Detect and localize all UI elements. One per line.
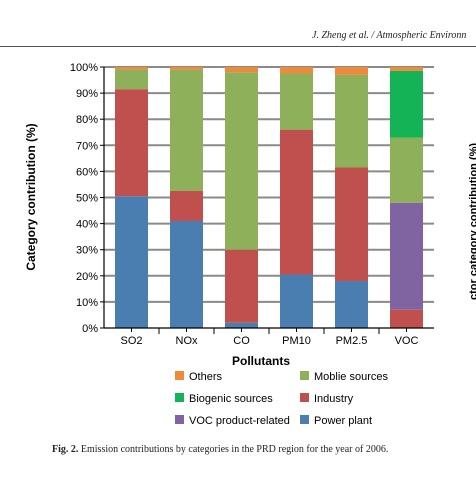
bar-segment	[170, 220, 203, 328]
bar-segment	[390, 137, 423, 203]
bar-segment	[280, 274, 313, 328]
figure-caption: Fig. 2. Emission contributions by catego…	[52, 444, 472, 455]
bar-segment	[225, 249, 258, 323]
bar-segment	[115, 69, 148, 90]
bar-stacks	[115, 67, 423, 328]
bar-segment	[115, 89, 148, 197]
legend-swatch	[175, 415, 184, 424]
x-tick-label: PM10	[282, 335, 311, 347]
bar-segment	[225, 322, 258, 328]
bar-segment	[280, 67, 313, 74]
y-tick-labels: 0% 10% 20% 30% 40% 50% 60% 70% 80% 90% 100%	[70, 62, 98, 335]
bar-segment	[170, 190, 203, 221]
y-axis-title: Category contribution (%)	[24, 123, 38, 270]
caption-text: Emission contributions by categories in …	[80, 444, 389, 455]
x-tick-label: NOx	[176, 335, 199, 347]
legend: Others Moblie sources Biogenic sources Indu…	[175, 371, 388, 427]
legend-label: Others	[189, 371, 223, 383]
bar-segment	[280, 73, 313, 130]
x-axis-title: Pollutants	[232, 354, 290, 368]
bar-segment	[335, 167, 368, 282]
y-tick-label: 40%	[76, 219, 98, 231]
bar-segment	[390, 67, 423, 71]
bar-segment	[390, 202, 423, 310]
legend-label: Moblie sources	[314, 371, 388, 383]
bar-segment	[170, 67, 203, 70]
y-tick-label: 90%	[76, 88, 98, 100]
legend-label: VOC product-related	[189, 415, 290, 427]
y-tick-label: 100%	[70, 62, 98, 74]
x-tick-label: PM2.5	[336, 335, 368, 347]
y-tick-label: 60%	[76, 166, 98, 178]
x-tick-label: SO2	[120, 335, 142, 347]
legend-swatch	[300, 415, 309, 424]
bar-segment	[390, 70, 423, 138]
y-tick-label: 0%	[82, 323, 98, 335]
legend-label: Industry	[314, 393, 354, 405]
x-tick-label: CO	[233, 335, 250, 347]
bar-segment	[335, 281, 368, 328]
caption-label: Fig. 2.	[52, 444, 79, 455]
bar-segment	[115, 196, 148, 328]
grid-lines	[104, 66, 434, 303]
bar-segment	[280, 129, 313, 275]
bar-segment	[115, 67, 148, 70]
y-tick-label: 80%	[76, 114, 98, 126]
journal-header: J. Zheng et al. / Atmospheric Environn	[312, 30, 467, 41]
y-tick-label: 20%	[76, 271, 98, 283]
y-tick-label: 70%	[76, 140, 98, 152]
legend-swatch	[300, 371, 309, 380]
y-tick-label: 30%	[76, 245, 98, 257]
header-divider	[0, 46, 476, 47]
bar-segment	[225, 67, 258, 73]
stacked-bar-chart: 0% 10% 20% 30% 40% 50% 60% 70% 80% 90% 100% SO2 NOx…	[24, 62, 434, 427]
bar-segment	[390, 309, 423, 328]
y-tick-label: 50%	[76, 193, 98, 205]
bar-segment	[225, 72, 258, 250]
legend-swatch	[175, 393, 184, 402]
legend-swatch	[175, 371, 184, 380]
x-tick-label: VOC	[395, 335, 419, 347]
axes	[100, 66, 434, 334]
x-tick-labels: SO2 NOx CO PM10 PM2.5 VOC	[120, 335, 418, 347]
y-tick-label: 10%	[76, 297, 98, 309]
legend-label: Power plant	[314, 415, 372, 427]
legend-swatch	[300, 393, 309, 402]
bar-segment	[170, 69, 203, 191]
legend-label: Biogenic sources	[189, 393, 273, 405]
bar-segment	[335, 67, 368, 75]
bar-segment	[335, 74, 368, 168]
